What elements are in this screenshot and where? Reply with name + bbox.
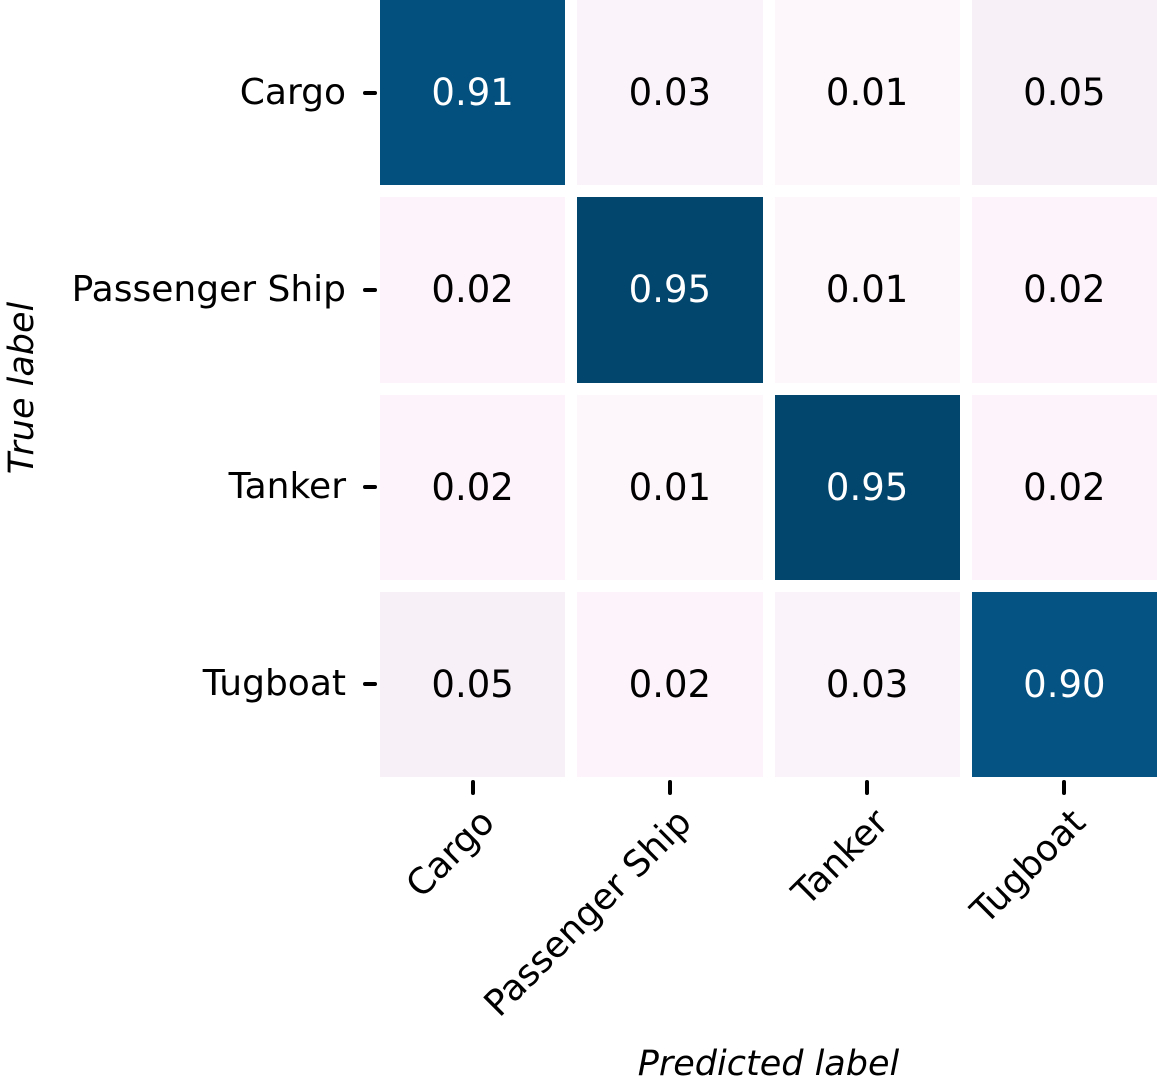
matrix-cell-passenger-ship-tanker: 0.01 bbox=[774, 197, 960, 383]
matrix-cell-tanker-passenger-ship: 0.01 bbox=[577, 394, 763, 580]
matrix-cell-tugboat-tanker: 0.03 bbox=[774, 591, 960, 777]
matrix-cell-cargo-tugboat: 0.05 bbox=[971, 0, 1157, 186]
xtick-mark bbox=[865, 780, 870, 795]
x-axis-title: Predicted label bbox=[637, 1044, 900, 1084]
matrix-cell-passenger-ship-tugboat: 0.02 bbox=[971, 197, 1157, 383]
matrix-cell-tugboat-tugboat: 0.90 bbox=[971, 591, 1157, 777]
ytick-mark bbox=[363, 90, 377, 95]
ytick-mark bbox=[363, 682, 377, 687]
xtick-mark bbox=[667, 780, 672, 795]
matrix-cell-tugboat-passenger-ship: 0.02 bbox=[577, 591, 763, 777]
matrix-cell-cargo-cargo: 0.91 bbox=[380, 0, 566, 186]
matrix-cell-tanker-tugboat: 0.02 bbox=[971, 394, 1157, 580]
matrix-cell-tugboat-cargo: 0.05 bbox=[380, 591, 566, 777]
matrix-cell-tanker-tanker: 0.95 bbox=[774, 394, 960, 580]
matrix-cell-tanker-cargo: 0.02 bbox=[380, 394, 566, 580]
matrix-cell-passenger-ship-cargo: 0.02 bbox=[380, 197, 566, 383]
y-axis-title: True label bbox=[2, 301, 42, 475]
ytick-mark bbox=[363, 485, 377, 490]
xtick-mark bbox=[470, 780, 475, 795]
ytick-label-passenger-ship: Passenger Ship bbox=[71, 268, 346, 310]
matrix-cell-cargo-tanker: 0.01 bbox=[774, 0, 960, 186]
matrix-cell-passenger-ship-passenger-ship: 0.95 bbox=[577, 197, 763, 383]
heatmap-grid: 0.91 0.03 0.01 0.05 0.02 0.95 0.01 0.02 0.02 0.01… bbox=[380, 0, 1157, 777]
ytick-mark bbox=[363, 287, 377, 292]
matrix-cell-cargo-passenger-ship: 0.03 bbox=[577, 0, 763, 186]
ytick-label-cargo: Cargo bbox=[239, 71, 346, 113]
ytick-label-tugboat: Tugboat bbox=[202, 663, 346, 705]
ytick-label-tanker: Tanker bbox=[228, 466, 346, 508]
xtick-mark bbox=[1062, 780, 1067, 795]
